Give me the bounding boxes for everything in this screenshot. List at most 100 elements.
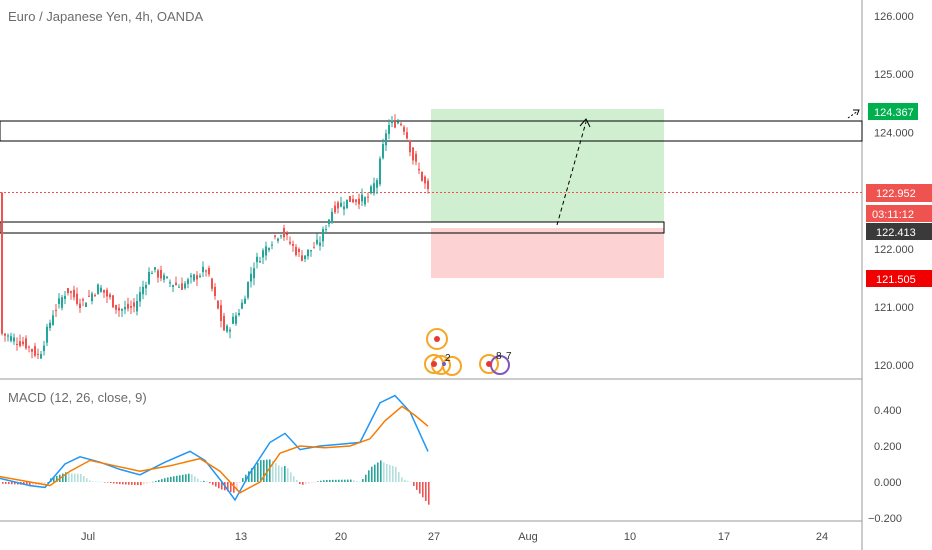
macd-histogram-bar (164, 478, 166, 482)
macd-histogram-bar (338, 479, 340, 482)
candle-body (40, 354, 42, 359)
candle-body (277, 238, 279, 241)
candle-body (217, 300, 219, 309)
candle-body (97, 284, 99, 295)
price-zones (431, 109, 664, 278)
macd-axis[interactable]: 0.400 0.200 0.000 −0.200 (868, 405, 902, 525)
chart-title: Euro / Japanese Yen, 4h, OANDA (8, 9, 203, 24)
macd-histogram-bar (152, 481, 154, 483)
macd-histogram-bar (182, 474, 184, 482)
candle-body (46, 326, 48, 343)
candle-body (220, 305, 222, 321)
candle-body (250, 273, 252, 282)
candle-body (10, 336, 12, 341)
candle-body (274, 235, 276, 237)
candle-body (295, 247, 297, 256)
macd-histogram-bar (365, 474, 367, 482)
macd-histogram-bar (272, 460, 274, 482)
candle-body (418, 168, 420, 171)
macd-histogram-bar (341, 479, 343, 482)
macd-histogram-bar (368, 470, 370, 482)
price-tick-label: 122.000 (874, 244, 914, 256)
candle-body (70, 291, 72, 293)
macd-histogram-bar (236, 482, 238, 491)
candlestick-series (1, 114, 429, 360)
candle-body (373, 183, 375, 194)
time-tick-label: 24 (816, 531, 828, 543)
candle-body (13, 337, 15, 342)
candle-body (394, 121, 396, 128)
profit-zone[interactable] (431, 109, 664, 222)
macd-histogram-bar (128, 482, 130, 485)
macd-histogram-bar (395, 466, 397, 482)
candle-body (280, 235, 282, 237)
macd-histogram-bar (137, 482, 139, 486)
macd-histogram-bar (326, 479, 328, 482)
macd-histogram-bar (188, 473, 190, 482)
candle-body (160, 269, 162, 279)
macd-histogram-bar (101, 481, 103, 483)
macd-histogram-bar (347, 479, 349, 482)
macd-histogram-bar (245, 474, 247, 482)
macd-histogram-bar (176, 475, 178, 482)
macd-histogram-bar (161, 479, 163, 482)
macd-label: MACD (12, 26, close, 9) (8, 390, 147, 405)
candle-body (235, 315, 237, 324)
candle-body (22, 341, 24, 345)
candle-body (58, 298, 60, 305)
candle-body (19, 341, 21, 347)
candle-body (415, 153, 417, 162)
macd-histogram-bar (185, 474, 187, 482)
macd-histogram-bar (260, 460, 262, 482)
candle-body (232, 316, 234, 324)
candle-body (334, 205, 336, 213)
macd-histogram-bar (197, 478, 199, 482)
macd-histogram-bar (44, 482, 46, 485)
macd-tick-label: 0.200 (874, 441, 902, 453)
event-count-label: 8 (496, 351, 502, 362)
candle-body (397, 121, 399, 124)
time-tick-label: 20 (335, 531, 347, 543)
macd-histogram-bar (296, 480, 298, 482)
time-tick-label: Aug (518, 531, 538, 543)
event-markers[interactable]: 2 8 7 (424, 328, 512, 376)
loss-zone[interactable] (431, 228, 664, 278)
macd-histogram-bar (65, 472, 67, 482)
macd-histogram-bar (122, 482, 124, 485)
projection-arrow (556, 121, 587, 226)
target-price-tag (868, 103, 918, 120)
time-axis[interactable]: Jul 13 20 27 Aug 10 17 24 (81, 531, 828, 543)
macd-histogram-bar (425, 482, 427, 501)
time-tick-label: 17 (718, 531, 730, 543)
candle-body (127, 303, 129, 309)
macd-histogram-bar (353, 480, 355, 482)
macd-histogram-bar (119, 482, 121, 485)
macd-histogram-bar (269, 459, 271, 482)
macd-histogram-bar (239, 482, 241, 483)
resistance-zone[interactable] (0, 120, 863, 142)
event-marker-dot-icon (442, 362, 446, 366)
macd-histogram-bar (356, 481, 358, 482)
macd-histogram-bar (383, 462, 385, 482)
macd-histogram (2, 459, 430, 505)
candle-body (385, 133, 387, 146)
macd-histogram-bar (293, 476, 295, 482)
macd-histogram-bar (14, 482, 16, 485)
macd-histogram-bar (167, 477, 169, 482)
macd-histogram-bar (251, 468, 253, 482)
macd-histogram-bar (140, 482, 142, 486)
event-marker-icon[interactable] (442, 356, 462, 376)
macd-histogram-bar (266, 459, 268, 482)
candle-body (67, 288, 69, 294)
macd-histogram-bar (284, 466, 286, 482)
candle-body (130, 306, 132, 308)
candle-body (136, 300, 138, 312)
candle-body (187, 279, 189, 284)
macd-histogram-bar (29, 482, 31, 486)
macd-histogram-bar (95, 481, 97, 482)
candle-body (364, 197, 366, 205)
macd-histogram-bar (413, 482, 415, 486)
macd-histogram-bar (305, 482, 307, 485)
macd-histogram-bar (428, 482, 430, 505)
